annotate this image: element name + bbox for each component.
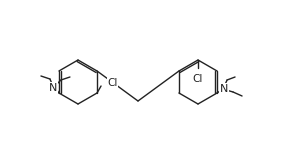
Text: N: N bbox=[220, 84, 228, 94]
Text: N: N bbox=[49, 83, 57, 93]
Text: Cl: Cl bbox=[107, 78, 118, 88]
Text: Cl: Cl bbox=[193, 74, 203, 84]
